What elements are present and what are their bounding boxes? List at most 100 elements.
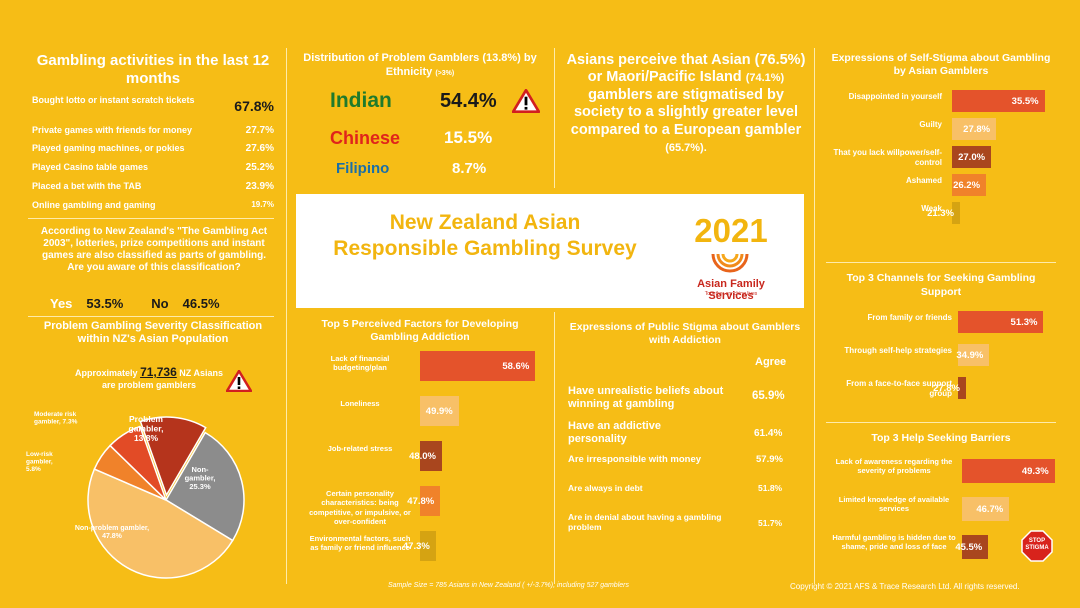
- activity-value: 27.7%: [245, 125, 274, 136]
- factors-label: Job-related stress: [327, 444, 393, 453]
- barriers-label: Lack of awareness regarding the severity…: [835, 457, 953, 476]
- severity-note-number: 71,736: [140, 365, 177, 379]
- self-stigma-bar: 21.3%: [927, 202, 960, 224]
- pie-slice-label: Non-gambler, 25.3%: [185, 465, 216, 491]
- survey-year: 2021: [694, 212, 768, 249]
- channels-bar: 51.3%: [958, 311, 1044, 333]
- divider: [554, 48, 555, 188]
- activity-value: 67.8%: [234, 98, 274, 114]
- self-stigma-label: Weak: [921, 204, 942, 213]
- pie-slice: [109, 425, 167, 501]
- factors-label: Loneliness: [340, 399, 380, 408]
- factors-title: Top 5 Perceived Factors for Developing G…: [321, 318, 519, 344]
- self-stigma-title: Expressions of Self-Stigma about Gamblin…: [831, 52, 1051, 78]
- self-stigma-bar: 27.0%: [952, 146, 992, 168]
- factors-label: Lack of financial budgeting/plan: [330, 354, 390, 373]
- activity-value: 27.6%: [245, 143, 274, 154]
- copyright: Copyright © 2021 AFS & Trace Research Lt…: [790, 582, 1020, 591]
- public-stigma-value: 65.9%: [752, 390, 785, 402]
- ethnicity-value-filipino: 8.7%: [452, 160, 487, 177]
- perception-text-a: Asians perceive that Asian: [566, 52, 751, 68]
- activity-value: 25.2%: [245, 162, 274, 173]
- barriers-bar: 45.5%: [955, 535, 989, 559]
- barriers-label: Harmful gambling is hidden due to shame,…: [832, 533, 956, 552]
- awareness-answers: Yes 53.5% No 46.5%: [50, 296, 260, 311]
- activity-row: Bought lotto or instant scratch tickets …: [32, 95, 274, 114]
- factors-label: Environmental factors, such as family or…: [309, 534, 411, 553]
- no-value: 46.5%: [182, 296, 220, 311]
- activity-label: Private games with friends for money: [32, 125, 193, 135]
- divider: [826, 262, 1056, 263]
- ethnicity-name-chinese: Chinese: [330, 128, 401, 148]
- pie-slice: [139, 416, 207, 497]
- pie-slice: [87, 468, 234, 579]
- perception-pct-a: (76.5%): [754, 52, 806, 68]
- factors-label: Certain personality characteristics: bei…: [309, 489, 411, 527]
- public-stigma-title: Expressions of Public Stigma about Gambl…: [569, 321, 801, 347]
- self-stigma-bar: 35.5%: [952, 90, 1045, 112]
- self-stigma-bar: 26.2%: [952, 174, 987, 196]
- factors-bar: 47.3%: [403, 531, 436, 561]
- factors-bar: 58.6%: [420, 351, 536, 381]
- ethnicity-name-indian: Indian: [330, 89, 392, 112]
- ethnicity-name-filipino: Filipino: [336, 160, 390, 177]
- ethnicity-title: Distribution of Problem Gamblers (13.8%)…: [300, 52, 540, 80]
- channels-bar: 34.9%: [956, 344, 990, 366]
- divider: [28, 218, 274, 219]
- activity-value: 23.9%: [245, 181, 274, 192]
- barriers-label: Limited knowledge of available services: [838, 495, 950, 514]
- divider: [286, 48, 287, 584]
- activity-value: 19.7%: [251, 200, 274, 209]
- divider: [826, 422, 1056, 423]
- public-stigma-value: 57.9%: [756, 454, 783, 465]
- severity-note: Approximately 71,736 NZ Asians are probl…: [74, 365, 224, 391]
- channels-bar: 27.8%: [933, 377, 966, 399]
- ethnicity-title-note: (>3%): [435, 69, 455, 77]
- perception-text-b: or Maori/Pacific Island: [587, 69, 742, 86]
- activity-row: Played Casino table games 25.2%: [32, 162, 274, 173]
- pie-slice-label: Moderate risk gambler, 7.3%: [34, 411, 78, 426]
- barriers-bar: 46.7%: [962, 497, 1010, 521]
- factors-bar: 47.8%: [407, 486, 441, 516]
- perception-text-c: gamblers are stigmatised by society to a…: [570, 86, 802, 138]
- factors-bar: 49.9%: [420, 396, 459, 426]
- pie-slice-label: Low-risk gambler, 5.8%: [26, 451, 53, 473]
- severity-note-suffix: NZ Asians are problem gamblers: [101, 368, 223, 390]
- stop-stigma-sign: [1021, 530, 1053, 562]
- channels-label: Through self-help strategies: [844, 346, 952, 355]
- activity-row: Played gaming machines, or pokies 27.6%: [32, 143, 274, 154]
- activity-label: Played Casino table games: [32, 162, 149, 172]
- divider: [554, 312, 555, 584]
- channels-label: From a face-to-face support group: [846, 379, 952, 399]
- severity-title: Problem Gambling Severity Classification…: [43, 320, 263, 346]
- perception-statement: Asians perceive that Asian (76.5%) or Ma…: [562, 52, 810, 156]
- org-tagline: Together enriching lives: [704, 291, 758, 297]
- activity-label: Played gaming machines, or pokies: [32, 143, 185, 153]
- yes-label: Yes: [50, 296, 73, 311]
- public-stigma-label: Are in denial about having a gambling pr…: [568, 512, 722, 533]
- self-stigma-label: Guilty: [919, 120, 942, 129]
- no-label: No: [151, 296, 169, 311]
- activity-label: Bought lotto or instant scratch tickets: [32, 95, 195, 105]
- severity-note-prefix: Approximately: [75, 368, 138, 378]
- pie-slice-label: Non-problem gambler, 47.8%: [75, 525, 149, 540]
- public-stigma-value: 51.7%: [758, 518, 783, 528]
- warning-icon: [226, 370, 252, 392]
- stop-stigma-text: STOP STIGMA: [1025, 538, 1049, 551]
- yes-value: 53.5%: [86, 296, 124, 311]
- activity-row: Placed a bet with the TAB 23.9%: [32, 181, 274, 192]
- asian-family-services-logo: [711, 253, 749, 273]
- perception-pct-c: (65.7%).: [665, 141, 707, 154]
- title-banner: [296, 194, 804, 308]
- org-name: Asian Family Services: [697, 278, 765, 302]
- barriers-bar: 49.3%: [962, 459, 1055, 483]
- barriers-title: Top 3 Help Seeking Barriers: [871, 432, 1011, 444]
- warning-icon: [512, 89, 540, 113]
- divider: [28, 316, 274, 317]
- ethnicity-title-text: Distribution of Problem Gamblers (13.8%)…: [303, 52, 537, 78]
- public-stigma-label: Are irresponsible with money: [568, 454, 702, 465]
- awareness-question: According to New Zealand's "The Gambling…: [40, 226, 268, 273]
- self-stigma-label: Ashamed: [905, 176, 942, 185]
- pie-slice-label: Problem gambler, 13.8%: [129, 414, 164, 443]
- activity-label: Online gambling and gaming: [32, 200, 156, 210]
